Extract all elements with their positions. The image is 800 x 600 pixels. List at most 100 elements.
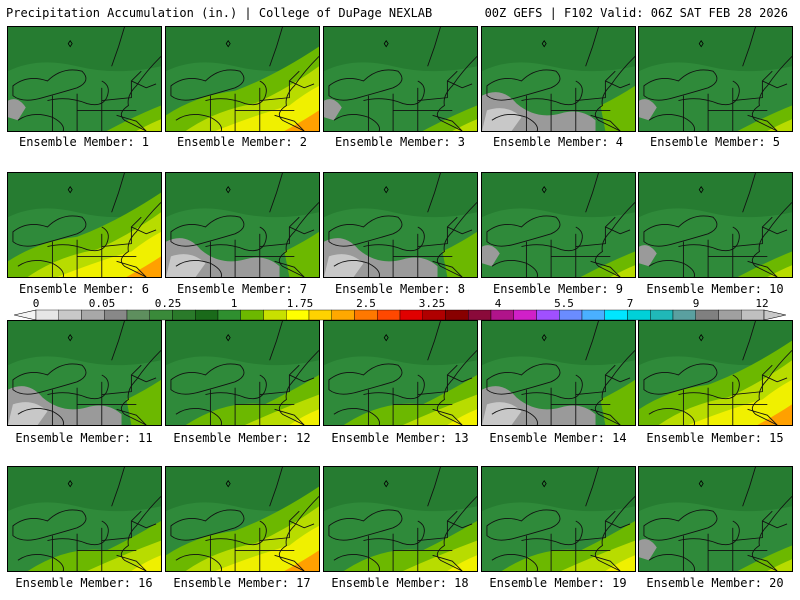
colorbar-label: 12 — [755, 297, 769, 310]
colorbar-label: 0.25 — [154, 297, 182, 310]
colorbar-swatch — [126, 309, 150, 321]
ensemble-member-map — [7, 320, 162, 426]
colorbar-label: 5.5 — [554, 297, 574, 310]
colorbar-label: 3.25 — [418, 297, 446, 310]
precipitation-map — [482, 27, 635, 131]
ensemble-member-map — [323, 26, 478, 132]
colorbar-swatch — [536, 309, 560, 321]
colorbar-swatch — [445, 309, 469, 321]
model-run-label: 00Z GEFS | F102 Valid: 06Z SAT FEB 28 20… — [484, 6, 788, 20]
ensemble-member-caption: Ensemble Member: 11 — [15, 431, 153, 445]
ensemble-member-caption: Ensemble Member: 4 — [492, 135, 624, 149]
ensemble-member-map — [638, 466, 793, 572]
colorbar-label: 2.5 — [356, 297, 376, 310]
precipitation-map — [482, 467, 635, 571]
colorbar-label: 4 — [494, 297, 502, 310]
precipitation-map — [166, 27, 319, 131]
ensemble-member-caption: Ensemble Member: 13 — [331, 431, 469, 445]
precipitation-map — [639, 467, 792, 571]
ensemble-member-map — [165, 172, 320, 278]
colorbar-swatch — [672, 309, 696, 321]
colorbar-swatch — [490, 309, 514, 321]
ensemble-member-map — [7, 26, 162, 132]
ensemble-member-map — [165, 466, 320, 572]
colorbar-swatch — [240, 309, 264, 321]
colorbar-swatch — [399, 309, 423, 321]
ensemble-member-map — [323, 320, 478, 426]
precipitation-map — [482, 173, 635, 277]
colorbar-swatch — [58, 309, 82, 321]
ensemble-member-map — [323, 172, 478, 278]
colorbar-swatch — [650, 309, 674, 321]
colorbar-swatch — [104, 309, 128, 321]
ensemble-member-map — [165, 320, 320, 426]
ensemble-member-caption: Ensemble Member: 8 — [334, 282, 466, 296]
colorbar-swatch — [581, 309, 605, 321]
map-title: Precipitation Accumulation (in.) | Colle… — [6, 6, 433, 20]
ensemble-member-map — [7, 172, 162, 278]
ensemble-member-caption: Ensemble Member: 17 — [173, 576, 311, 590]
precipitation-map — [8, 467, 161, 571]
colorbar-swatch — [718, 309, 742, 321]
ensemble-member-caption: Ensemble Member: 6 — [18, 282, 150, 296]
ensemble-member-caption: Ensemble Member: 3 — [334, 135, 466, 149]
ensemble-member-caption: Ensemble Member: 7 — [176, 282, 308, 296]
precipitation-map — [324, 467, 477, 571]
colorbar-swatch — [604, 309, 628, 321]
ensemble-member-map — [7, 466, 162, 572]
ensemble-member-map — [481, 466, 636, 572]
colorbar-label: 9 — [692, 297, 700, 310]
ensemble-member-caption: Ensemble Member: 15 — [646, 431, 784, 445]
colorbar — [14, 309, 786, 321]
ensemble-member-map — [638, 26, 793, 132]
colorbar-swatch — [286, 309, 310, 321]
colorbar-swatch — [377, 309, 401, 321]
precipitation-map — [482, 321, 635, 425]
ensemble-member-map — [481, 26, 636, 132]
colorbar-label: 7 — [626, 297, 634, 310]
colorbar-swatch — [195, 309, 219, 321]
colorbar-swatch — [308, 309, 332, 321]
ensemble-member-map — [481, 320, 636, 426]
ensemble-member-caption: Ensemble Member: 14 — [489, 431, 627, 445]
ensemble-member-caption: Ensemble Member: 18 — [331, 576, 469, 590]
colorbar-label: 1.75 — [286, 297, 314, 310]
ensemble-member-caption: Ensemble Member: 2 — [176, 135, 308, 149]
ensemble-member-caption: Ensemble Member: 10 — [646, 282, 784, 296]
colorbar-swatch — [513, 309, 537, 321]
colorbar-label: 0.05 — [88, 297, 116, 310]
ensemble-member-caption: Ensemble Member: 12 — [173, 431, 311, 445]
ensemble-member-caption: Ensemble Member: 5 — [649, 135, 781, 149]
colorbar-swatch — [35, 309, 59, 321]
colorbar-swatch — [468, 309, 492, 321]
colorbar-swatch — [263, 309, 287, 321]
colorbar-swatch — [559, 309, 583, 321]
ensemble-member-caption: Ensemble Member: 20 — [646, 576, 784, 590]
colorbar-swatch — [741, 309, 765, 321]
precipitation-map — [8, 27, 161, 131]
precipitation-map — [166, 467, 319, 571]
ensemble-member-map — [481, 172, 636, 278]
precipitation-map — [166, 321, 319, 425]
colorbar-swatch — [217, 309, 241, 321]
colorbar-swatch — [695, 309, 719, 321]
precipitation-map — [324, 27, 477, 131]
precipitation-map — [8, 173, 161, 277]
precipitation-map — [639, 27, 792, 131]
ensemble-member-map — [638, 320, 793, 426]
ensemble-member-map — [638, 172, 793, 278]
colorbar-swatch — [149, 309, 173, 321]
colorbar-swatch — [331, 309, 355, 321]
ensemble-member-caption: Ensemble Member: 9 — [492, 282, 624, 296]
precipitation-map — [639, 321, 792, 425]
ensemble-member-caption: Ensemble Member: 16 — [15, 576, 153, 590]
precipitation-map — [324, 321, 477, 425]
precipitation-map — [639, 173, 792, 277]
colorbar-swatch — [354, 309, 378, 321]
ensemble-member-map — [165, 26, 320, 132]
precipitation-map — [8, 321, 161, 425]
ensemble-member-caption: Ensemble Member: 19 — [489, 576, 627, 590]
colorbar-swatch — [81, 309, 105, 321]
precipitation-map — [324, 173, 477, 277]
colorbar-swatch — [172, 309, 196, 321]
